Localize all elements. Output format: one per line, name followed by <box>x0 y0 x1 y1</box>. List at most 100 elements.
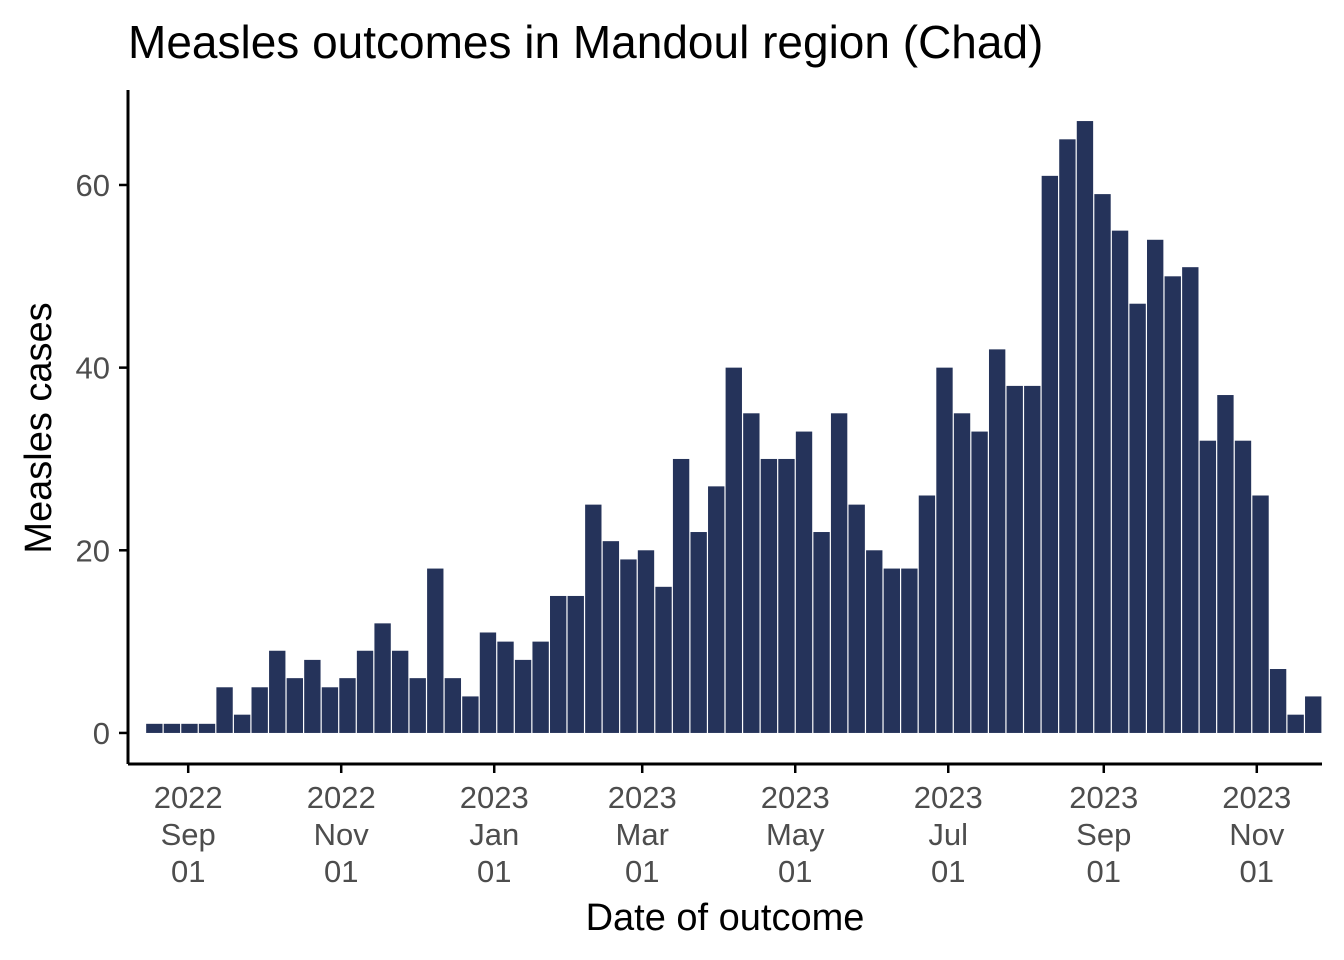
bar-46 <box>953 413 971 733</box>
bar-30 <box>672 458 690 733</box>
bar-18 <box>462 696 479 733</box>
bar-45 <box>936 367 953 733</box>
bar-37 <box>795 431 813 733</box>
bar-55 <box>1111 230 1129 733</box>
x-tick-label: May <box>766 817 825 852</box>
x-tick-label: 01 <box>171 854 205 889</box>
bar-60 <box>1199 440 1217 733</box>
bar-47 <box>971 431 988 733</box>
x-tick-label: 01 <box>625 854 659 889</box>
chart-title: Measles outcomes in Mandoul region (Chad… <box>128 16 1043 68</box>
bar-29 <box>655 586 672 733</box>
bar-51 <box>1041 175 1059 733</box>
bar-58 <box>1164 276 1181 733</box>
bar-14 <box>391 650 409 733</box>
bar-61 <box>1217 395 1234 733</box>
bar-12 <box>356 650 374 733</box>
bar-52 <box>1059 139 1076 733</box>
x-tick-label: 2022 <box>307 780 376 815</box>
x-axis-title: Date of outcome <box>586 897 865 939</box>
x-tick-label: 2023 <box>460 780 529 815</box>
x-tick-label: Sep <box>1076 817 1131 852</box>
bar-42 <box>883 568 900 733</box>
bar-54 <box>1094 194 1111 733</box>
bar-27 <box>620 559 637 733</box>
x-tick-label: 2023 <box>761 780 830 815</box>
x-tick-label: 2023 <box>914 780 983 815</box>
bar-5 <box>233 714 251 733</box>
x-tick-label: 2023 <box>1222 780 1291 815</box>
bar-33 <box>725 367 742 733</box>
bar-21 <box>514 659 532 733</box>
x-tick-label: Jul <box>928 817 968 852</box>
bar-11 <box>339 678 356 733</box>
bar-3 <box>198 723 216 733</box>
x-tick-label: 01 <box>1240 854 1274 889</box>
bar-65 <box>1287 714 1304 733</box>
bar-57 <box>1147 239 1164 733</box>
x-tick-label: Jan <box>469 817 519 852</box>
bar-48 <box>988 349 1006 733</box>
y-tick-label: 60 <box>76 168 110 203</box>
x-tick-label: 01 <box>477 854 511 889</box>
x-tick-label: Nov <box>314 817 370 852</box>
bar-17 <box>444 678 462 733</box>
bar-40 <box>848 504 865 733</box>
bar-4 <box>216 687 233 733</box>
bar-43 <box>901 568 918 733</box>
bar-32 <box>708 486 725 733</box>
bar-36 <box>778 458 795 733</box>
bar-31 <box>690 532 707 733</box>
bar-49 <box>1006 385 1023 733</box>
bar-25 <box>585 504 602 733</box>
bar-39 <box>830 413 848 733</box>
bar-38 <box>813 532 830 733</box>
bar-22 <box>532 641 549 733</box>
bar-24 <box>567 595 584 733</box>
x-axis: 2022Sep012022Nov012023Jan012023Mar012023… <box>128 762 1322 889</box>
bar-44 <box>918 495 936 733</box>
bar-10 <box>321 687 339 733</box>
y-tick-label: 20 <box>76 533 110 568</box>
bar-6 <box>251 687 268 733</box>
bar-64 <box>1269 669 1287 733</box>
bar-16 <box>427 568 444 733</box>
x-tick-label: 2023 <box>1069 780 1138 815</box>
bar-63 <box>1252 495 1269 733</box>
bar-66 <box>1305 696 1322 733</box>
x-tick-label: 01 <box>324 854 358 889</box>
y-tick-label: 0 <box>93 716 110 751</box>
bar-28 <box>637 550 655 733</box>
y-axis-title: Measles cases <box>18 302 60 553</box>
bar-0 <box>146 723 163 733</box>
y-tick-label: 40 <box>76 351 110 386</box>
bar-13 <box>374 623 391 733</box>
bar-23 <box>550 595 567 733</box>
bar-50 <box>1024 385 1041 733</box>
bar-41 <box>866 550 883 733</box>
bar-20 <box>497 641 514 733</box>
bar-56 <box>1129 303 1146 733</box>
bar-2 <box>181 723 198 733</box>
bar-15 <box>409 678 426 733</box>
x-tick-label: Sep <box>161 817 216 852</box>
bars-group <box>146 121 1322 733</box>
x-tick-label: Nov <box>1229 817 1285 852</box>
bar-9 <box>304 659 321 733</box>
bar-62 <box>1234 440 1252 733</box>
y-axis: 0 20 40 60 <box>76 90 130 764</box>
bar-53 <box>1076 121 1094 733</box>
bar-1 <box>163 723 181 733</box>
x-tick-label: 2023 <box>608 780 677 815</box>
bar-19 <box>479 632 497 733</box>
bar-34 <box>743 413 760 733</box>
bar-7 <box>269 650 286 733</box>
x-tick-label: 01 <box>931 854 965 889</box>
x-tick-label: Mar <box>616 817 669 852</box>
bar-8 <box>286 678 303 733</box>
bar-59 <box>1182 267 1199 733</box>
bar-35 <box>760 458 778 733</box>
x-tick-label: 01 <box>778 854 812 889</box>
